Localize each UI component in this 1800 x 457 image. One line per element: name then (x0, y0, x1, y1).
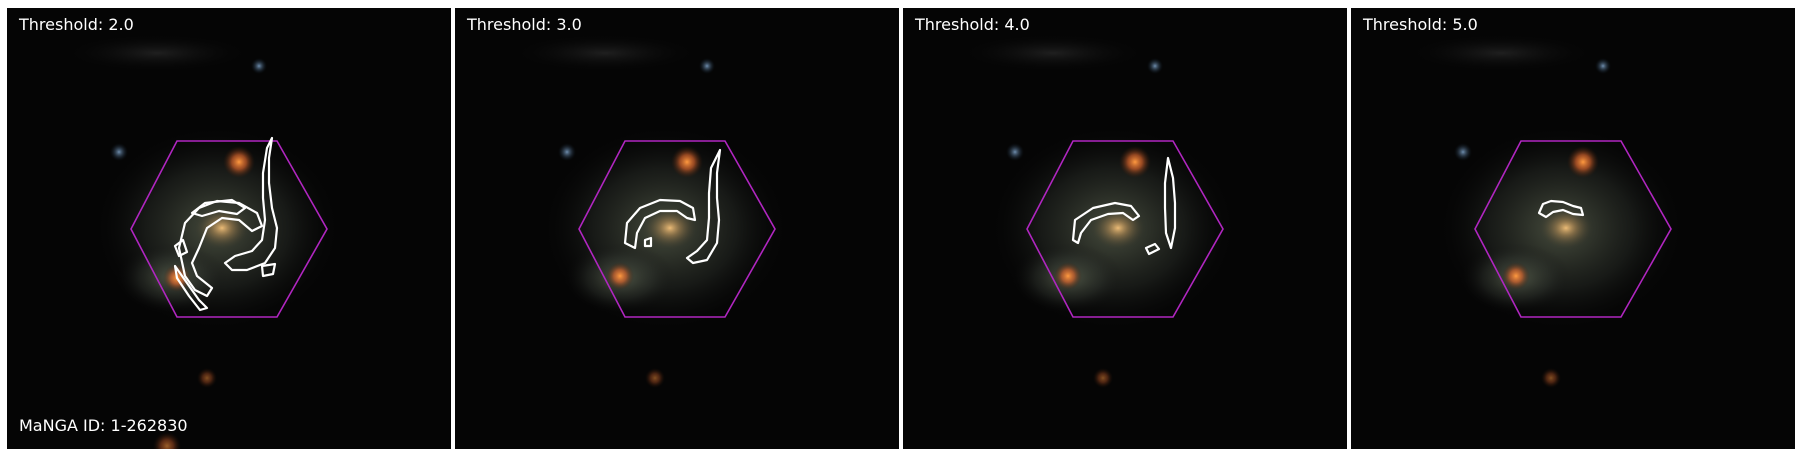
panel-threshold-3: Threshold: 3.0 (455, 8, 899, 449)
threshold-label: Threshold: 5.0 (1363, 15, 1478, 34)
threshold-label: Threshold: 3.0 (467, 15, 582, 34)
ifu-hexagon (578, 140, 776, 318)
ifu-hexagon (130, 140, 328, 318)
panel-threshold-4: Threshold: 4.0 (903, 8, 1347, 449)
galaxy-image (1351, 8, 1795, 449)
ifu-hexagon (1474, 140, 1672, 318)
threshold-label: Threshold: 4.0 (915, 15, 1030, 34)
contour-lines (1537, 199, 1585, 219)
galaxy-image (7, 8, 451, 449)
panel-threshold-5: Threshold: 5.0 (1351, 8, 1795, 449)
contour-lines (1071, 156, 1177, 256)
galaxy-id-label: MaNGA ID: 1-262830 (19, 416, 188, 435)
panel-threshold-2: Threshold: 2.0 MaNGA ID: 1-262830 (7, 8, 451, 449)
contour-lines (173, 136, 279, 312)
galaxy-image (903, 8, 1347, 449)
threshold-label: Threshold: 2.0 (19, 15, 134, 34)
ifu-hexagon (1026, 140, 1224, 318)
galaxy-image (455, 8, 899, 449)
contour-lines (623, 148, 722, 265)
